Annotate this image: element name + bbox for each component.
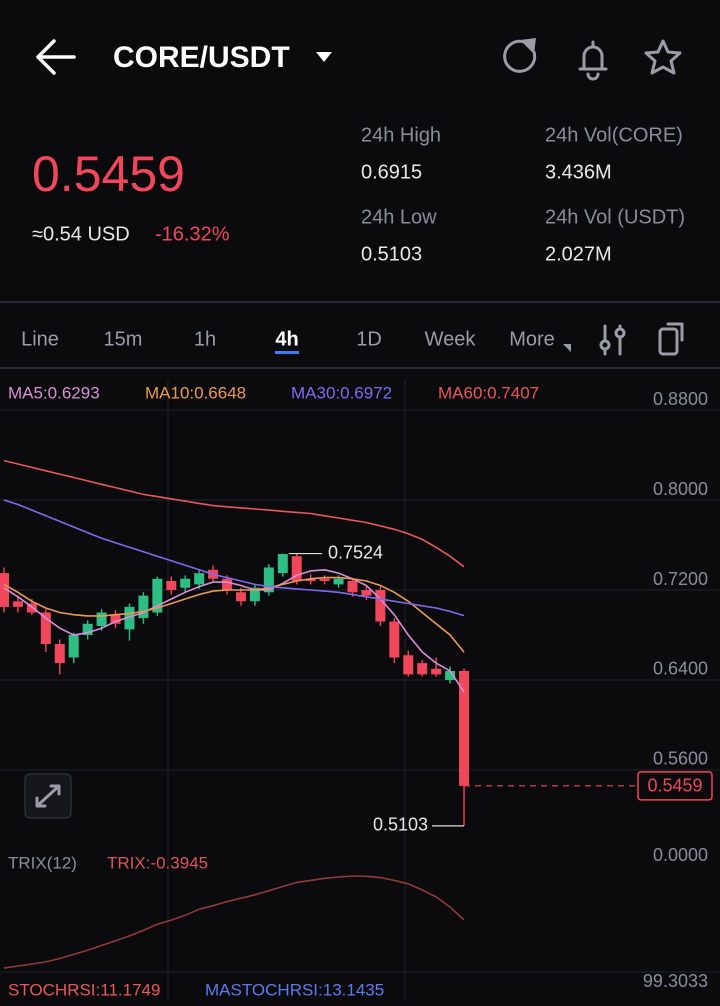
candle-body [222, 578, 233, 591]
candle-body [417, 663, 428, 675]
legend-entry: TRIX:-0.3945 [107, 853, 208, 872]
legend-entry: MA60:0.7407 [438, 383, 539, 402]
candle-body [54, 643, 65, 664]
expand-button[interactable] [24, 773, 72, 819]
interval-tab[interactable]: Line [21, 328, 59, 350]
candle-body [305, 578, 316, 582]
candle-body [431, 668, 442, 675]
indicator-line [3, 459, 465, 568]
candle-body [40, 612, 51, 644]
favorite-star[interactable] [644, 39, 682, 75]
stat-label: 24h Low [361, 206, 437, 228]
candle-body [68, 634, 79, 658]
candle-body [361, 590, 372, 596]
candle-body [291, 556, 302, 582]
candle-body [403, 655, 414, 675]
candle-body [319, 578, 330, 582]
stat-value: 0.5103 [361, 243, 422, 265]
last-price: 0.5459 [32, 146, 185, 202]
legend-entry: MA30:0.6972 [291, 383, 392, 402]
candle-body [235, 592, 246, 602]
candle-body [124, 606, 135, 630]
refresh-arrowhead[interactable] [520, 38, 536, 54]
indicator-line [3, 568, 465, 693]
stat-label: 24h High [361, 124, 441, 146]
interval-tab[interactable]: Week [425, 328, 477, 350]
y-tick-label: 0.0000 [653, 845, 708, 865]
expand-icon[interactable] [35, 784, 61, 808]
back-arrow[interactable] [36, 39, 76, 75]
candle-body [12, 601, 23, 607]
back-button[interactable] [36, 39, 76, 75]
y-tick-label: 0.8000 [653, 479, 708, 499]
stat-label: 24h Vol (USDT) [545, 206, 685, 228]
candle-body [26, 603, 37, 613]
indicator-settings-button[interactable] [599, 324, 626, 356]
stat-value: 2.027M [545, 243, 612, 265]
candle-body [0, 573, 9, 607]
legend-entry: MA10:0.6648 [145, 383, 246, 402]
legend-entry: MASTOCHRSI:13.1435 [205, 980, 384, 999]
candle-body [152, 578, 163, 613]
rotate-icon[interactable] [666, 322, 684, 342]
usd-price: ≈0.54 USD [32, 223, 130, 245]
settings-knob[interactable] [614, 327, 626, 339]
bell-icon[interactable] [578, 40, 608, 81]
candle-body [249, 587, 260, 602]
pair-dropdown-caret[interactable] [316, 52, 332, 62]
indicator-title: TRIX(12) [8, 853, 77, 872]
interval-tabs: Line 15m 1h 4h 1D Week More [21, 328, 555, 354]
indicator-line [3, 875, 465, 969]
y-tick-label: 0.7200 [653, 569, 708, 589]
legend-entry: STOCHRSI:11.1749 [8, 980, 160, 999]
interval-tab[interactable]: 1D [356, 328, 382, 350]
settings-knob[interactable] [599, 339, 611, 351]
last-price-label: 0.5459 [647, 776, 702, 796]
interval-tab[interactable]: 15m [104, 328, 143, 350]
stat-value: 0.6915 [361, 161, 422, 183]
candle-body [375, 590, 386, 622]
candle-body [166, 581, 177, 591]
y-tick-label: 0.6400 [653, 659, 708, 679]
phone-icon[interactable] [658, 327, 679, 356]
candle-body [110, 614, 121, 624]
interval-tab[interactable]: 4h [275, 328, 298, 350]
change-percent: -16.32% [155, 223, 230, 245]
stat-value: 3.436M [545, 161, 612, 183]
high-label: 0.7524 [328, 542, 383, 562]
y-tick-label: 0.8800 [653, 389, 708, 409]
candle-body [277, 554, 288, 574]
candle-body [347, 581, 358, 593]
last-price-tag [637, 771, 713, 801]
alert-button[interactable] [578, 40, 608, 81]
more-caret[interactable] [563, 344, 571, 352]
pair-title[interactable]: CORE/USDT [113, 41, 290, 74]
y-tick-label: 99.3033 [643, 971, 708, 991]
interval-tab[interactable]: More [509, 328, 555, 350]
indicator-line [3, 576, 465, 653]
candle-body [263, 567, 274, 593]
low-label: 0.5103 [373, 815, 428, 835]
legend-entry: MA5:0.6293 [8, 383, 100, 402]
candle-body [138, 595, 149, 619]
candle-body [445, 670, 456, 680]
candle-body [194, 573, 205, 585]
stat-label: 24h Vol(CORE) [545, 124, 683, 146]
refresh-icon[interactable] [503, 39, 537, 73]
candle-body [180, 578, 191, 588]
indicator-line [3, 499, 465, 617]
y-tick-label: 0.5600 [653, 749, 708, 769]
refresh-button[interactable] [503, 38, 537, 73]
candle-body [459, 670, 470, 786]
landscape-button[interactable] [658, 322, 684, 356]
candle-body [389, 621, 400, 658]
interval-tab[interactable]: 1h [194, 328, 216, 350]
candle-body [333, 578, 344, 585]
candle-body [96, 612, 107, 626]
active-tab-underline [275, 351, 299, 354]
candle-body [82, 623, 93, 635]
